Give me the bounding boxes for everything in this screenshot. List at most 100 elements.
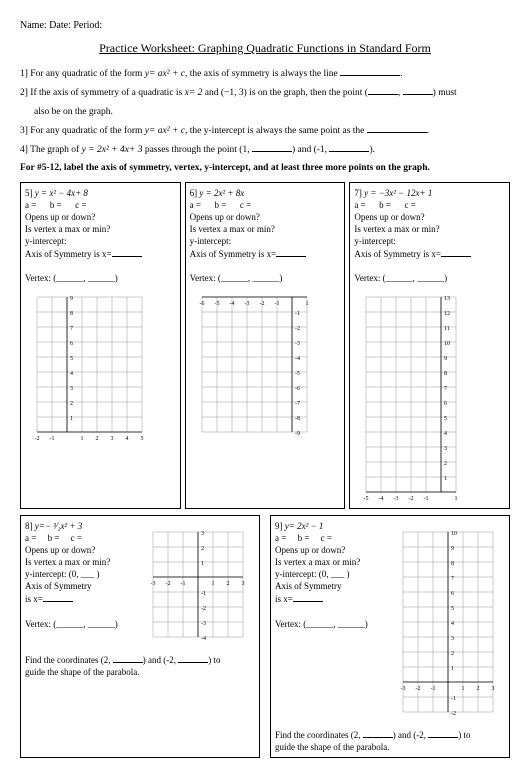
- svg-text:-6: -6: [295, 386, 300, 392]
- question-1: 1] For any quadratic of the form y= ax² …: [20, 66, 510, 81]
- p5-b: b =: [50, 200, 62, 210]
- svg-text:1: 1: [451, 666, 454, 672]
- p8-find-blank-2[interactable]: [178, 653, 208, 663]
- svg-text:11: 11: [444, 326, 450, 332]
- p5-axis-blank[interactable]: [112, 247, 142, 257]
- p9-axis2: is x=: [275, 594, 293, 604]
- svg-text:-2: -2: [201, 606, 206, 612]
- p6-c: c =: [240, 200, 251, 210]
- p8-find-blank-1[interactable]: [113, 653, 143, 663]
- svg-text:4: 4: [126, 436, 129, 442]
- p5-axis: Axis of Symmetry is x=: [25, 249, 112, 259]
- p6-axis: Axis of Symmetry is x=: [190, 249, 277, 259]
- q4-blank-2[interactable]: [329, 142, 369, 152]
- p6-opens: Opens up or down?: [190, 211, 341, 223]
- svg-text:-2: -2: [259, 301, 264, 307]
- svg-text:3: 3: [451, 636, 454, 642]
- problem-5: 5] y = x² − 4x+ 8 a = b = c = Opens up o…: [20, 182, 181, 509]
- q1-blank[interactable]: [340, 66, 400, 76]
- question-3: 3] For any quadratic of the form y= ax² …: [20, 123, 510, 138]
- svg-text:-5: -5: [214, 301, 219, 307]
- p7-yint: y-intercept:: [354, 235, 505, 247]
- svg-text:7: 7: [444, 386, 447, 392]
- svg-text:-3: -3: [295, 341, 300, 347]
- q4-eq: y = 2x² + 4x+ 3: [82, 145, 143, 155]
- svg-text:2: 2: [96, 436, 99, 442]
- svg-text:4: 4: [444, 431, 447, 437]
- question-2b: also be on the graph.: [34, 105, 510, 119]
- svg-text:5: 5: [70, 356, 73, 362]
- q4-post: ).: [369, 145, 375, 155]
- svg-text:1: 1: [305, 301, 308, 307]
- p5-opens: Opens up or down?: [25, 211, 176, 223]
- svg-text:-9: -9: [295, 431, 300, 437]
- p9-yint: y-intercept: (0, ___ ): [275, 568, 385, 580]
- p9-guide: guide the shape of the parabola.: [275, 741, 505, 753]
- svg-text:3: 3: [70, 386, 73, 392]
- p9-axis1: Axis of Symmetry: [275, 580, 385, 592]
- p8-find-b: ) and (-2,: [143, 655, 179, 665]
- q2-pre: If the axis of symmetry of a quadratic i…: [30, 88, 184, 98]
- q2-blank-1[interactable]: [368, 85, 398, 95]
- p6-b: b =: [215, 200, 227, 210]
- p9-find-blank-1[interactable]: [363, 728, 393, 738]
- svg-text:9: 9: [444, 356, 447, 362]
- p9-vmm: Is vertex a max or min?: [275, 556, 385, 568]
- svg-text:2: 2: [227, 581, 230, 587]
- p9-vertex: Vertex: (______, ______): [275, 618, 385, 630]
- svg-text:-1: -1: [274, 301, 279, 307]
- p9-opens: Opens up or down?: [275, 544, 385, 556]
- svg-text:-1: -1: [201, 591, 206, 597]
- q1-post: , the axis of symmetry is always the lin…: [185, 69, 340, 79]
- p7-b: b =: [379, 200, 391, 210]
- page-title: Practice Worksheet: Graphing Quadratic F…: [20, 41, 510, 56]
- svg-text:1: 1: [81, 436, 84, 442]
- p7-opens: Opens up or down?: [354, 211, 505, 223]
- instruction: For #5-12, label the axis of symmetry, v…: [20, 161, 510, 175]
- date-label: Date:: [49, 20, 71, 31]
- svg-text:3: 3: [201, 531, 204, 537]
- p8-axis-blank[interactable]: [43, 592, 73, 602]
- p9-axis-blank[interactable]: [293, 592, 323, 602]
- svg-text:-3: -3: [151, 581, 156, 587]
- grid-9: -2-112345678910-3-2-1123: [391, 520, 505, 724]
- q4-blank-1[interactable]: [252, 142, 292, 152]
- svg-text:-2: -2: [416, 686, 421, 692]
- grid-6: -9-8-7-6-5-4-3-2-1-6-5-4-3-2-11: [190, 285, 319, 444]
- svg-text:5: 5: [451, 606, 454, 612]
- p9-find-blank-2[interactable]: [428, 728, 458, 738]
- p7-axis-blank[interactable]: [441, 247, 471, 257]
- svg-text:3: 3: [242, 581, 245, 587]
- problem-7: 7] y = −3x² − 12x+ 1 a = b = c = Opens u…: [349, 182, 510, 509]
- p8-axis1: Axis of Symmetry: [25, 580, 135, 592]
- svg-text:1: 1: [455, 496, 458, 502]
- p6-num: 6]: [190, 188, 198, 198]
- p6-vertex: Vertex: (______, ______): [190, 272, 341, 284]
- svg-text:2: 2: [201, 546, 204, 552]
- svg-text:1: 1: [70, 416, 73, 422]
- p5-yint: y-intercept:: [25, 235, 176, 247]
- q4-num: 4]: [20, 145, 28, 155]
- svg-text:-4: -4: [201, 636, 206, 642]
- svg-text:-1: -1: [451, 696, 456, 702]
- p6-yint: y-intercept:: [190, 235, 341, 247]
- period-label: Period:: [73, 20, 102, 31]
- p7-vertex: Vertex: (______, ______): [354, 272, 505, 284]
- p6-vmm: Is vertex a max or min?: [190, 223, 341, 235]
- q2-blank-2[interactable]: [403, 85, 433, 95]
- p7-vmm: Is vertex a max or min?: [354, 223, 505, 235]
- svg-text:-5: -5: [364, 496, 369, 502]
- svg-text:9: 9: [451, 546, 454, 552]
- p6-axis-blank[interactable]: [276, 247, 306, 257]
- svg-text:-1: -1: [424, 496, 429, 502]
- p8-find-a: Find the coordinates (2,: [25, 655, 113, 665]
- p9-find-b: ) and (-2,: [393, 730, 429, 740]
- svg-text:3: 3: [492, 686, 495, 692]
- p6-eq: y = 2x² + 8x: [199, 188, 244, 198]
- svg-text:-3: -3: [401, 686, 406, 692]
- p5-vertex: Vertex: (______, ______): [25, 272, 176, 284]
- q3-blank[interactable]: [367, 123, 427, 133]
- p7-num: 7]: [354, 188, 362, 198]
- p9-find-c: ) to: [458, 730, 470, 740]
- svg-text:-3: -3: [201, 621, 206, 627]
